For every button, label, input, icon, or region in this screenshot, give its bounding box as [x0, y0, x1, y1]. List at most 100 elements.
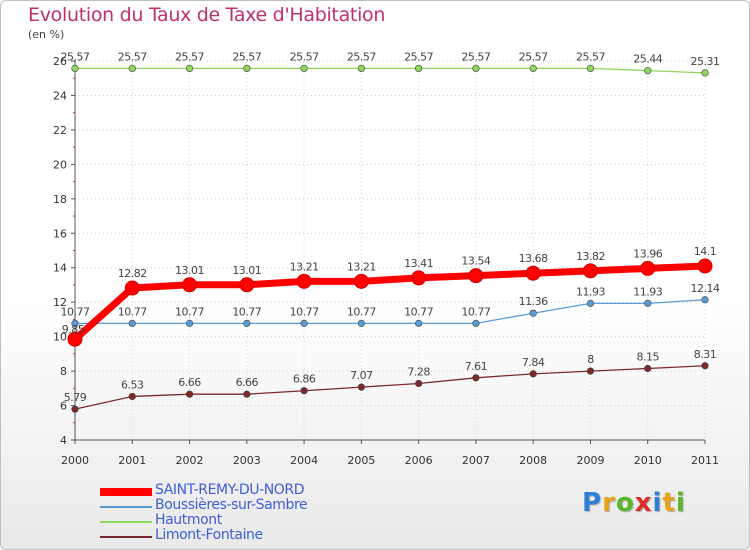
- data-point-hautmont: [644, 67, 652, 75]
- data-label-boussi-res-sur-sambre: 11.93: [633, 285, 662, 298]
- data-point-boussi-res-sur-sambre: [472, 319, 480, 327]
- data-label-boussi-res-sur-sambre: 10.77: [290, 305, 319, 318]
- data-label-hautmont: 25.57: [347, 50, 376, 63]
- legend-label-saint-remy: SAINT-REMY-DU-NORD: [155, 482, 305, 498]
- data-point-hautmont: [71, 64, 79, 73]
- logo-letter: o: [615, 488, 635, 518]
- data-label-boussi-res-sur-sambre: 10.77: [461, 305, 490, 318]
- data-point-boussi-res-sur-sambre: [300, 319, 308, 327]
- legend-label-limont: Limont-Fontaine: [155, 527, 263, 543]
- data-label-saint-remy-du-nord: 13.96: [633, 247, 662, 260]
- data-point-saint-remy-du-nord: [640, 260, 656, 276]
- y-tick-label: 20: [53, 158, 67, 171]
- legend-swatch-hautmont: [100, 521, 152, 523]
- x-tick-label: 2002: [176, 454, 204, 467]
- data-label-saint-remy-du-nord: 13.01: [175, 264, 204, 277]
- y-axis-unit: (en %): [28, 28, 65, 41]
- x-tick-label: 2008: [519, 454, 547, 467]
- data-label-limont-fontaine: 8: [587, 353, 594, 366]
- data-label-saint-remy-du-nord: 13.01: [232, 264, 261, 277]
- data-point-saint-remy-du-nord: [239, 277, 255, 293]
- data-point-limont-fontaine: [243, 390, 251, 398]
- data-label-boussi-res-sur-sambre: 11.36: [519, 295, 548, 308]
- legend-swatch-boussieres: [100, 506, 152, 508]
- x-tick-label: 2010: [634, 454, 662, 467]
- series-line-limont-fontaine: [74, 365, 706, 410]
- data-point-hautmont: [128, 64, 136, 73]
- data-point-limont-fontaine: [586, 367, 595, 375]
- data-label-hautmont: 25.57: [576, 50, 605, 63]
- data-point-saint-remy-du-nord: [697, 258, 713, 274]
- logo-letter: t: [662, 488, 676, 518]
- data-label-boussi-res-sur-sambre: 10.77: [175, 305, 204, 318]
- y-tick-label: 10: [53, 331, 67, 344]
- data-label-boussi-res-sur-sambre: 11.93: [576, 285, 605, 298]
- data-point-hautmont: [529, 64, 537, 73]
- data-point-boussi-res-sur-sambre: [243, 319, 251, 327]
- data-label-limont-fontaine: 7.84: [522, 356, 545, 369]
- data-point-boussi-res-sur-sambre: [415, 319, 423, 327]
- data-label-boussi-res-sur-sambre: 10.77: [347, 305, 376, 318]
- data-point-hautmont: [701, 69, 709, 77]
- data-point-limont-fontaine: [300, 387, 308, 395]
- data-label-boussi-res-sur-sambre: 10.77: [61, 305, 90, 318]
- data-label-hautmont: 25.31: [691, 55, 720, 68]
- data-point-boussi-res-sur-sambre: [185, 319, 194, 327]
- data-point-saint-remy-du-nord: [67, 331, 83, 347]
- y-tick-label: 12: [53, 296, 67, 309]
- y-tick-label: 4: [60, 434, 67, 447]
- data-label-hautmont: 25.57: [404, 50, 433, 63]
- data-point-limont-fontaine: [701, 362, 709, 370]
- y-tick-label: 6: [60, 400, 67, 413]
- data-point-saint-remy-du-nord: [525, 265, 541, 281]
- data-label-saint-remy-du-nord: 13.21: [290, 260, 319, 273]
- x-tick-label: 2000: [61, 454, 89, 467]
- data-point-limont-fontaine: [644, 364, 652, 373]
- data-point-hautmont: [357, 64, 365, 73]
- data-label-limont-fontaine: 6.86: [293, 373, 316, 386]
- data-label-limont-fontaine: 6.66: [178, 376, 201, 389]
- data-point-limont-fontaine: [529, 370, 537, 378]
- data-label-saint-remy-du-nord: 12.82: [118, 267, 147, 280]
- x-tick-label: 2009: [576, 454, 604, 467]
- data-label-hautmont: 25.57: [461, 50, 490, 63]
- data-label-hautmont: 25.57: [290, 50, 319, 63]
- data-label-boussi-res-sur-sambre: 12.14: [691, 282, 720, 295]
- proxiti-logo: Proxiti: [582, 488, 686, 518]
- data-label-hautmont: 25.44: [633, 53, 662, 66]
- logo-letter: i: [675, 488, 686, 518]
- logo-letter: P: [582, 488, 603, 518]
- series-line-hautmont: [75, 67, 706, 74]
- data-point-saint-remy-du-nord: [124, 280, 140, 296]
- data-point-hautmont: [586, 64, 595, 73]
- data-label-limont-fontaine: 5.79: [64, 391, 87, 404]
- data-point-limont-fontaine: [415, 379, 423, 388]
- data-point-limont-fontaine: [472, 374, 480, 382]
- data-label-hautmont: 25.57: [61, 50, 90, 63]
- x-tick-label: 2003: [233, 454, 261, 467]
- x-tick-label: 2011: [691, 454, 719, 467]
- data-label-hautmont: 25.57: [519, 50, 548, 63]
- x-tick-label: 2006: [405, 454, 433, 467]
- data-point-limont-fontaine: [128, 392, 136, 401]
- data-point-saint-remy-du-nord: [468, 268, 484, 284]
- legend-label-boussieres: Boussières-sur-Sambre: [155, 497, 308, 513]
- data-point-saint-remy-du-nord: [353, 273, 369, 289]
- data-label-limont-fontaine: 8.31: [694, 348, 717, 361]
- data-point-boussi-res-sur-sambre: [357, 319, 365, 327]
- data-label-saint-remy-du-nord: 13.54: [461, 255, 490, 268]
- logo-letter: i: [652, 488, 663, 518]
- data-label-hautmont: 25.57: [232, 50, 261, 63]
- data-label-boussi-res-sur-sambre: 10.77: [404, 305, 433, 318]
- y-tick-label: 24: [53, 89, 67, 102]
- data-point-limont-fontaine: [185, 390, 194, 398]
- data-point-hautmont: [243, 64, 251, 73]
- logo-letter: x: [634, 488, 653, 518]
- data-label-saint-remy-du-nord: 13.68: [519, 252, 548, 265]
- x-tick-label: 2001: [118, 454, 146, 467]
- y-tick-label: 22: [53, 124, 67, 137]
- data-label-hautmont: 25.57: [118, 50, 147, 63]
- data-point-boussi-res-sur-sambre: [529, 309, 537, 317]
